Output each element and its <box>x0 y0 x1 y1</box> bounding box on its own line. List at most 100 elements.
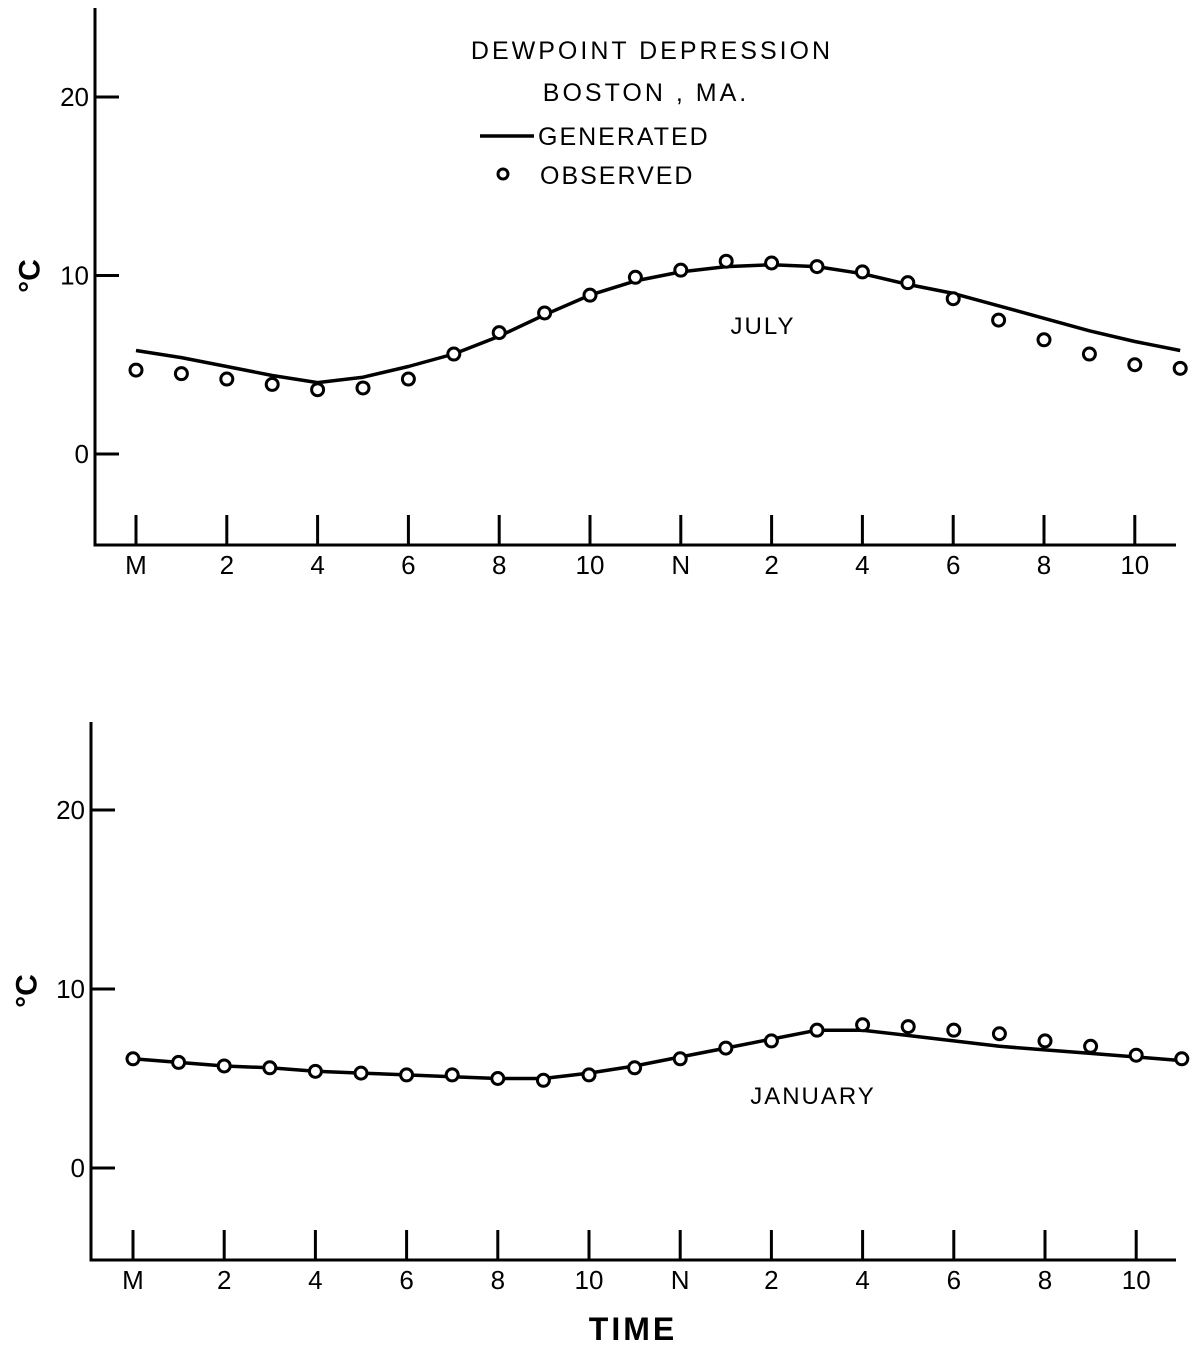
july-observed-point <box>854 264 870 280</box>
january-x-tick-label: 8 <box>491 1265 505 1295</box>
january-y-tick-label: 0 <box>71 1153 85 1183</box>
january-observed-point <box>1083 1038 1099 1054</box>
july-observed-point <box>1172 360 1188 376</box>
july-observed-point <box>764 255 780 271</box>
january-generated-line <box>132 1028 1182 1081</box>
july-observed-point <box>945 291 961 307</box>
january-x-tick-label: 10 <box>1122 1265 1151 1295</box>
july-y-tick-label: 0 <box>75 439 89 469</box>
july-x-tick-label: 8 <box>1037 550 1051 580</box>
july-series-lines <box>135 263 1181 385</box>
january-observed-point <box>216 1058 232 1074</box>
july-x-tick-label: M <box>125 550 147 580</box>
january-x-tick-label: 4 <box>855 1265 869 1295</box>
july-observed-point <box>128 362 144 378</box>
january-y-tick-label: 10 <box>56 974 85 1004</box>
july-generated-line <box>135 263 1181 385</box>
july-observed-point <box>673 262 689 278</box>
july-observed-point <box>1036 332 1052 348</box>
january-x-tick-label: 2 <box>764 1265 778 1295</box>
january-panel: °C JANUARY TIME 0 10 20 M 2 4 6 8 10 N 2 4 6 8 10 <box>11 722 1190 1347</box>
chart-subtitle: BOSTON , MA. <box>543 79 749 107</box>
january-observed-point <box>535 1072 551 1088</box>
january-observed-point <box>307 1063 323 1079</box>
january-observed-point <box>171 1054 187 1070</box>
july-observed-point <box>1127 357 1143 373</box>
july-panel-label: JULY <box>731 313 796 340</box>
january-axes <box>89 722 1176 1262</box>
july-y-tick-label: 10 <box>60 261 89 291</box>
january-observed-point <box>900 1019 916 1035</box>
legend-marker-swatch <box>496 167 510 181</box>
july-observed-points <box>128 253 1188 398</box>
january-x-tick-label: 10 <box>575 1265 604 1295</box>
legend: GENERATED OBSERVED <box>480 123 710 190</box>
july-x-ticks: M 2 4 6 8 10 N 2 4 6 8 10 <box>125 515 1149 580</box>
january-observed-point <box>125 1051 141 1067</box>
january-x-tick-label: M <box>122 1265 144 1295</box>
january-observed-point <box>1037 1033 1053 1049</box>
january-x-tick-label: 6 <box>947 1265 961 1295</box>
january-x-tick-label: N <box>671 1265 690 1295</box>
january-observed-point <box>855 1017 871 1033</box>
january-series-lines <box>132 1028 1182 1081</box>
january-panel-label: JANUARY <box>750 1083 876 1110</box>
january-observed-point <box>262 1060 278 1076</box>
july-observed-point <box>900 275 916 291</box>
july-observed-point <box>537 305 553 321</box>
july-observed-point <box>718 253 734 269</box>
july-observed-point <box>582 287 598 303</box>
july-x-tick-label: 10 <box>576 550 605 580</box>
january-observed-point <box>353 1065 369 1081</box>
july-y-ticks: 0 10 20 <box>60 82 119 469</box>
july-axes <box>93 8 1176 547</box>
july-observed-point <box>219 371 235 387</box>
january-x-ticks: M 2 4 6 8 10 N 2 4 6 8 10 <box>122 1230 1151 1295</box>
july-x-tick-label: 6 <box>401 550 415 580</box>
july-observed-point <box>809 259 825 275</box>
x-axis-title: TIME <box>589 1311 677 1347</box>
january-observed-point <box>946 1022 962 1038</box>
january-y-ticks: 0 10 20 <box>56 795 115 1183</box>
january-observed-point <box>1174 1051 1190 1067</box>
july-observed-point <box>491 325 507 341</box>
july-observed-point <box>173 366 189 382</box>
july-observed-point <box>264 376 280 392</box>
january-observed-point <box>444 1067 460 1083</box>
july-x-tick-label: 2 <box>220 550 234 580</box>
january-x-tick-label: 2 <box>217 1265 231 1295</box>
january-x-tick-label: 6 <box>399 1265 413 1295</box>
january-observed-point <box>627 1060 643 1076</box>
january-y-tick-label: 20 <box>56 795 85 825</box>
chart-title: DEWPOINT DEPRESSION <box>471 37 833 65</box>
july-observed-point <box>446 346 462 362</box>
july-y-tick-label: 20 <box>60 82 89 112</box>
july-observed-point <box>400 371 416 387</box>
july-observed-point <box>991 312 1007 328</box>
january-observed-point <box>718 1040 734 1056</box>
january-observed-point <box>1128 1047 1144 1063</box>
july-x-tick-label: 2 <box>764 550 778 580</box>
july-observed-point <box>355 380 371 396</box>
july-observed-point <box>627 269 643 285</box>
july-x-tick-label: 4 <box>310 550 324 580</box>
july-y-axis-label: °C <box>14 259 47 293</box>
july-observed-point <box>1081 346 1097 362</box>
january-observed-point <box>991 1026 1007 1042</box>
january-x-tick-label: 8 <box>1038 1265 1052 1295</box>
january-observed-point <box>763 1033 779 1049</box>
legend-label-generated: GENERATED <box>538 123 710 151</box>
january-observed-point <box>399 1067 415 1083</box>
july-x-tick-label: 10 <box>1120 550 1149 580</box>
january-y-axis-label: °C <box>11 974 44 1008</box>
january-observed-point <box>809 1022 825 1038</box>
july-panel: °C DEWPOINT DEPRESSION BOSTON , MA. GENE… <box>14 8 1188 580</box>
january-observed-point <box>490 1071 506 1086</box>
january-x-tick-label: 4 <box>308 1265 322 1295</box>
january-observed-point <box>672 1051 688 1067</box>
july-observed-point <box>310 382 326 398</box>
legend-label-observed: OBSERVED <box>540 162 694 190</box>
january-observed-points <box>125 1017 1190 1088</box>
july-x-tick-label: 6 <box>946 550 960 580</box>
